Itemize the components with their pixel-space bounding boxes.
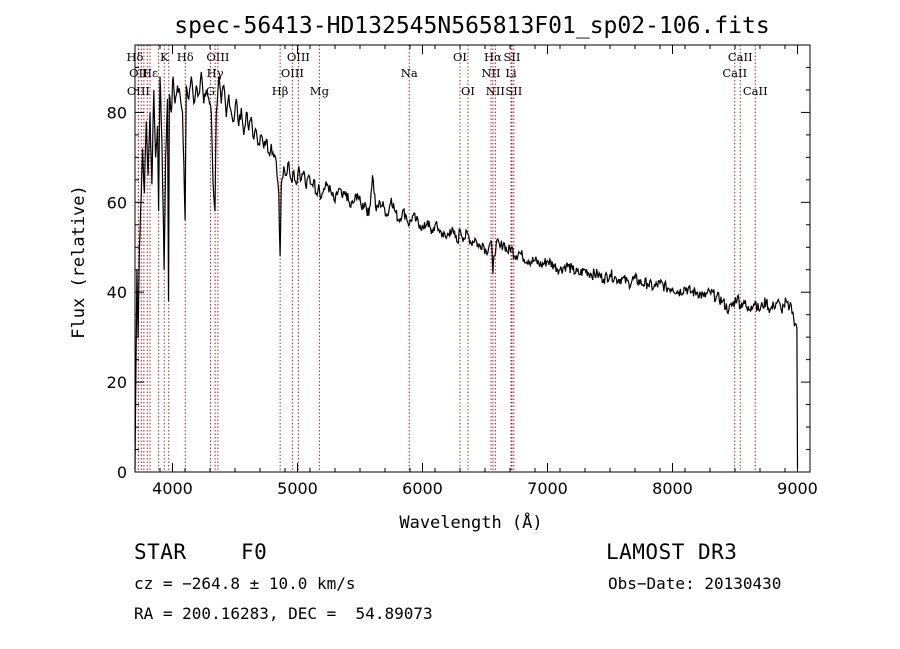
line-label: OI	[453, 50, 467, 64]
line-label: K	[160, 50, 169, 64]
line-label: SII	[504, 50, 521, 64]
y-axis-ticks: 0 20 40 60 80	[107, 66, 810, 482]
x-tick-label: 8000	[652, 479, 693, 498]
y-tick-label: 20	[107, 373, 127, 392]
line-label: OIII	[281, 66, 304, 80]
line-label: CaII	[722, 66, 747, 80]
x-axis-ticks: 4000 5000 6000 7000 8000 9000	[134, 45, 818, 498]
line-label: SII	[505, 84, 522, 98]
line-label: Hα	[484, 50, 502, 64]
x-tick-label: 4000	[152, 479, 193, 498]
x-tick-label: 6000	[402, 479, 443, 498]
spectrum-chart: spec-56413-HD132545N565813F01_sp02-106.f…	[69, 13, 818, 533]
plot-frame	[134, 44, 811, 473]
line-label: OIII	[287, 50, 310, 64]
line-label: NII	[481, 66, 500, 80]
line-label: Hγ	[207, 66, 224, 80]
line-label: OI	[461, 84, 475, 98]
line-label: Hβ	[272, 84, 289, 98]
survey-name: LAMOST DR3	[606, 540, 738, 564]
object-subclass: F0	[241, 540, 268, 564]
line-label: NII	[486, 84, 505, 98]
ra-dec-coordinates: RA = 200.16283, DEC = 54.89073	[134, 604, 433, 623]
line-label: Na	[401, 66, 418, 80]
y-tick-label: 0	[117, 463, 127, 482]
spectral-line-markers	[134, 45, 756, 472]
object-class: STAR	[134, 540, 187, 564]
line-label: OIII	[206, 50, 229, 64]
line-label: OII	[129, 66, 148, 80]
observation-date: Obs−Date: 20130430	[608, 574, 782, 593]
line-label: CaII	[743, 84, 768, 98]
x-tick-label: 9000	[777, 479, 818, 498]
line-label: Hε	[142, 66, 158, 80]
chart-title: spec-56413-HD132545N565813F01_sp02-106.f…	[174, 13, 769, 39]
y-axis-label: Flux (relative)	[69, 185, 89, 339]
x-tick-label: 7000	[527, 479, 568, 498]
line-label: Mg	[310, 84, 330, 98]
y-tick-label: 40	[107, 283, 127, 302]
line-label: Hδ	[177, 50, 194, 64]
spectrum-series-line	[134, 71, 799, 470]
x-axis-label: Wavelength (Å)	[399, 511, 542, 533]
line-label: OIII	[127, 84, 150, 98]
line-label: Li	[505, 66, 517, 80]
y-tick-label: 60	[107, 193, 127, 212]
y-tick-label: 80	[107, 103, 127, 122]
line-label: CaII	[728, 50, 753, 64]
redshift-velocity: cz = −264.8 ± 10.0 km/s	[134, 574, 356, 593]
x-tick-label: 5000	[277, 479, 318, 498]
line-label: G	[206, 84, 215, 98]
